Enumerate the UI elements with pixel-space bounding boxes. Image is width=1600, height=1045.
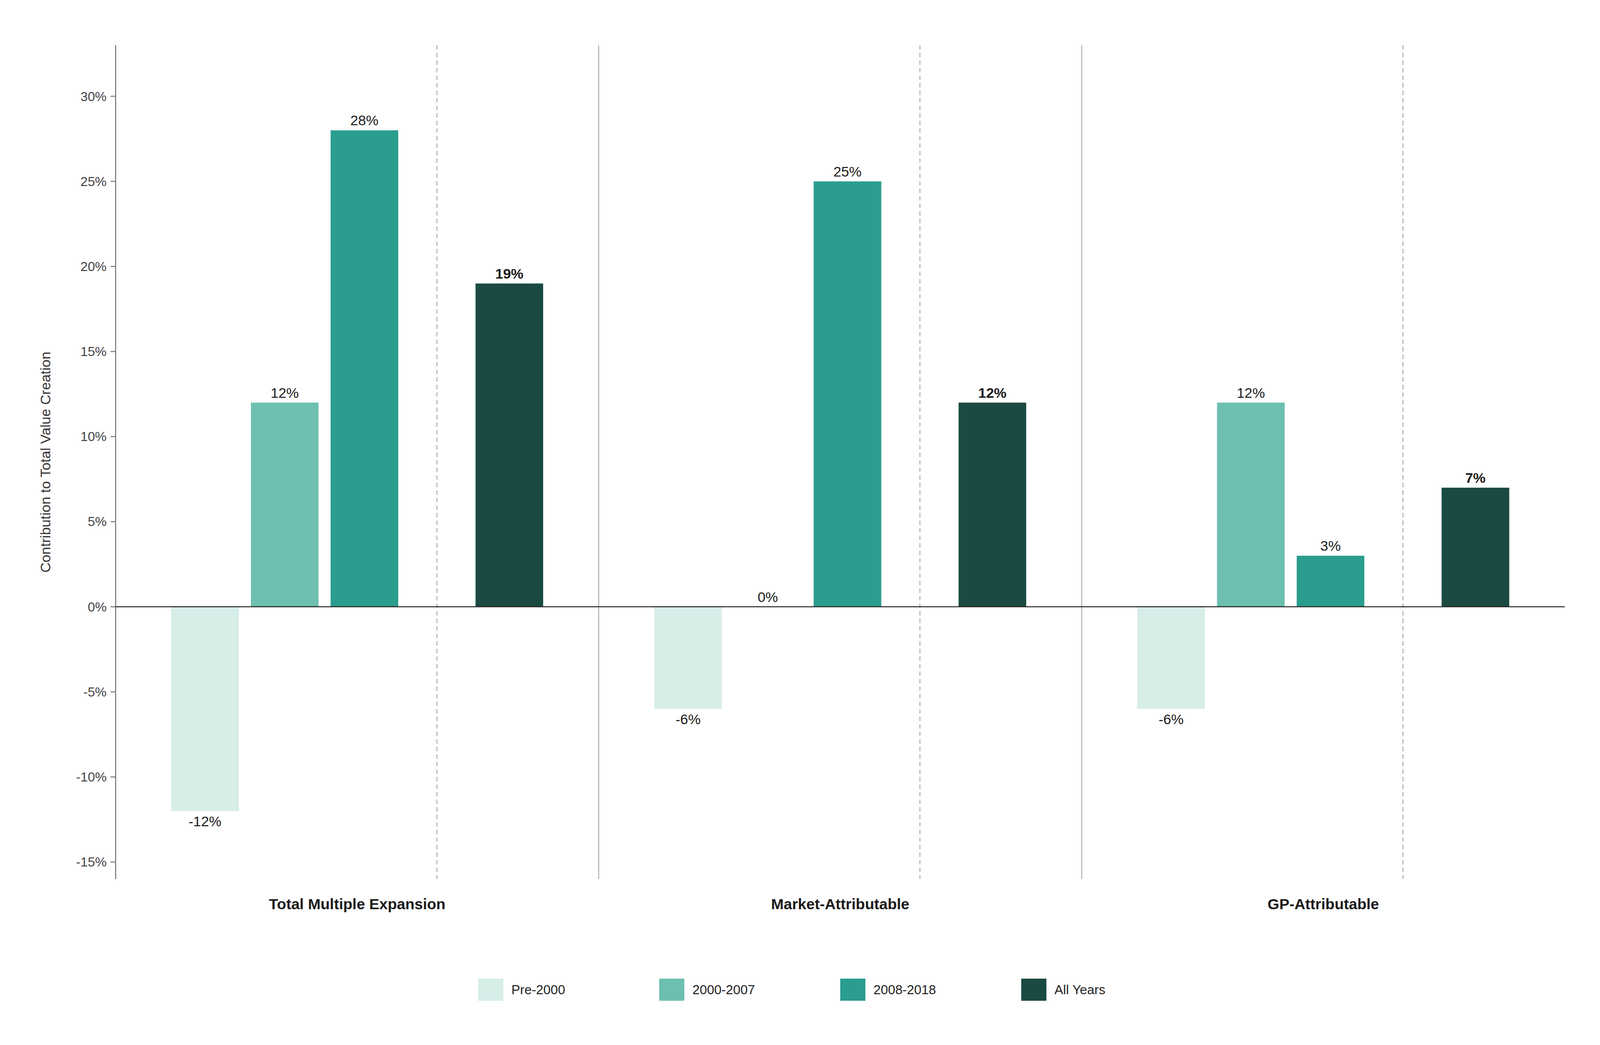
data-label: 12% bbox=[1236, 385, 1266, 401]
bar bbox=[813, 181, 881, 607]
y-tick bbox=[110, 691, 116, 693]
y-tick bbox=[110, 776, 116, 778]
y-tick-label: -5% bbox=[83, 684, 107, 700]
group-divider bbox=[1081, 45, 1083, 879]
y-axis-label: Contribution to Total Value Creation bbox=[37, 351, 54, 573]
data-label: 25% bbox=[833, 163, 862, 180]
data-label: 0% bbox=[757, 589, 778, 605]
legend-label: 2000-2007 bbox=[692, 982, 755, 998]
bar bbox=[170, 606, 239, 812]
bar bbox=[1296, 555, 1365, 607]
data-label: -6% bbox=[1158, 711, 1184, 728]
category-label: GP-Attributable bbox=[1267, 895, 1380, 913]
y-tick-label: -15% bbox=[75, 854, 107, 870]
legend-swatch bbox=[840, 978, 866, 1001]
data-label: 3% bbox=[1320, 538, 1341, 554]
legend-swatch bbox=[1021, 978, 1047, 1001]
y-tick bbox=[110, 606, 116, 608]
legend: Pre-2000 2000-2007 2008-2018 All Years bbox=[478, 978, 1106, 1001]
y-tick-label: 25% bbox=[80, 173, 107, 190]
data-label: 19% bbox=[495, 265, 524, 282]
y-tick bbox=[110, 350, 116, 352]
legend-swatch bbox=[659, 978, 685, 1001]
legend-swatch bbox=[478, 978, 504, 1001]
chart: -15% -10% -5% 0% 5% 10% 15% 20% 25% 30% Contributi… bbox=[0, 0, 1600, 1045]
zero-line bbox=[115, 606, 1565, 608]
category-label: Total Multiple Expansion bbox=[269, 895, 446, 913]
bar bbox=[1137, 606, 1205, 709]
data-label: 28% bbox=[350, 112, 379, 129]
bar bbox=[1441, 487, 1509, 607]
y-tick-label: 20% bbox=[80, 258, 107, 275]
series-divider bbox=[1402, 45, 1404, 879]
bar bbox=[654, 606, 722, 709]
data-labels: -12% -6% -6% 12% 0% 12% 28% 25% 3% 19% 12% 7% bbox=[188, 112, 1486, 829]
y-tick-label: 30% bbox=[80, 89, 107, 105]
category-label: Market-Attributable bbox=[770, 895, 910, 913]
y-tick bbox=[110, 520, 116, 522]
y-tick-label: 10% bbox=[80, 428, 107, 444]
y-tick bbox=[110, 96, 116, 98]
group-divider bbox=[598, 45, 600, 879]
y-axis-line bbox=[115, 45, 117, 879]
bar bbox=[958, 402, 1026, 607]
data-label: 12% bbox=[270, 385, 299, 401]
legend-label: 2008-2018 bbox=[873, 982, 936, 998]
legend-label: Pre-2000 bbox=[511, 982, 566, 998]
y-tick bbox=[110, 181, 116, 183]
y-tick bbox=[110, 435, 116, 437]
y-tick-label: -10% bbox=[75, 769, 107, 785]
series-divider bbox=[919, 45, 921, 879]
legend-label: All Years bbox=[1054, 982, 1106, 998]
data-label: -12% bbox=[188, 813, 222, 830]
bar bbox=[250, 402, 319, 607]
series-divider bbox=[436, 45, 438, 879]
y-tick bbox=[110, 861, 116, 863]
y-tick-label: 5% bbox=[87, 513, 107, 529]
y-tick-label: 0% bbox=[87, 599, 107, 615]
data-label: 7% bbox=[1465, 470, 1486, 486]
data-label: 12% bbox=[978, 385, 1007, 401]
y-tick-label: 15% bbox=[80, 343, 107, 360]
data-label: -6% bbox=[675, 711, 701, 728]
bars bbox=[170, 130, 1509, 811]
bar bbox=[1216, 402, 1285, 607]
y-tick bbox=[110, 265, 116, 268]
bar bbox=[475, 283, 544, 607]
bar bbox=[330, 130, 398, 607]
